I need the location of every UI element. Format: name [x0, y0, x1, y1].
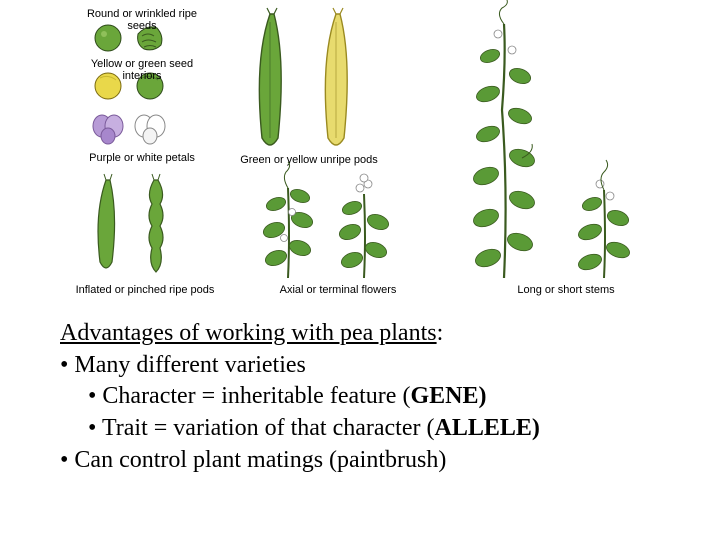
bullet-3-text-a: Trait = variation of that character ( — [102, 415, 435, 441]
bullet-3: • Trait = variation of that character (A… — [60, 413, 670, 445]
bullet-1: • Many different varieties — [60, 350, 670, 382]
heading-colon: : — [437, 320, 444, 346]
bullet-1-text: Many different varieties — [74, 352, 305, 378]
seed-interior-label: Yellow or green seed interiors — [72, 58, 212, 82]
bullet-4-text: Can control plant matings (paintbrush) — [74, 447, 446, 473]
petals-label: Purple or white petals — [72, 152, 212, 164]
flowers-pos-illustration — [254, 168, 424, 288]
bullet-2: • Character = inheritable feature (GENE) — [60, 381, 670, 413]
slide: Round or wrinkled ripe seeds Yellow or g… — [0, 0, 720, 540]
pods-shape-illustration — [80, 174, 200, 284]
pods-color-illustration — [240, 10, 380, 160]
flowers-pos-label: Axial or terminal flowers — [268, 284, 408, 296]
bullet-3-text-b: ALLELE) — [435, 415, 540, 441]
text-block: Advantages of working with pea plants: •… — [60, 318, 670, 476]
pea-traits-diagram: Round or wrinkled ripe seeds Yellow or g… — [80, 6, 670, 306]
bullet-4: • Can control plant matings (paintbrush) — [60, 445, 670, 477]
stems-illustration — [450, 10, 660, 288]
stems-label: Long or short stems — [496, 284, 636, 296]
pods-color-label: Green or yellow unripe pods — [234, 154, 384, 166]
seeds-label: Round or wrinkled ripe seeds — [72, 8, 212, 32]
heading: Advantages of working with pea plants — [60, 320, 437, 346]
petals-illustration — [80, 106, 200, 152]
pods-shape-label: Inflated or pinched ripe pods — [70, 284, 220, 296]
bullet-2-text-a: Character = inheritable feature ( — [102, 383, 410, 409]
heading-line: Advantages of working with pea plants: — [60, 318, 670, 350]
bullet-2-text-b: GENE) — [410, 383, 486, 409]
